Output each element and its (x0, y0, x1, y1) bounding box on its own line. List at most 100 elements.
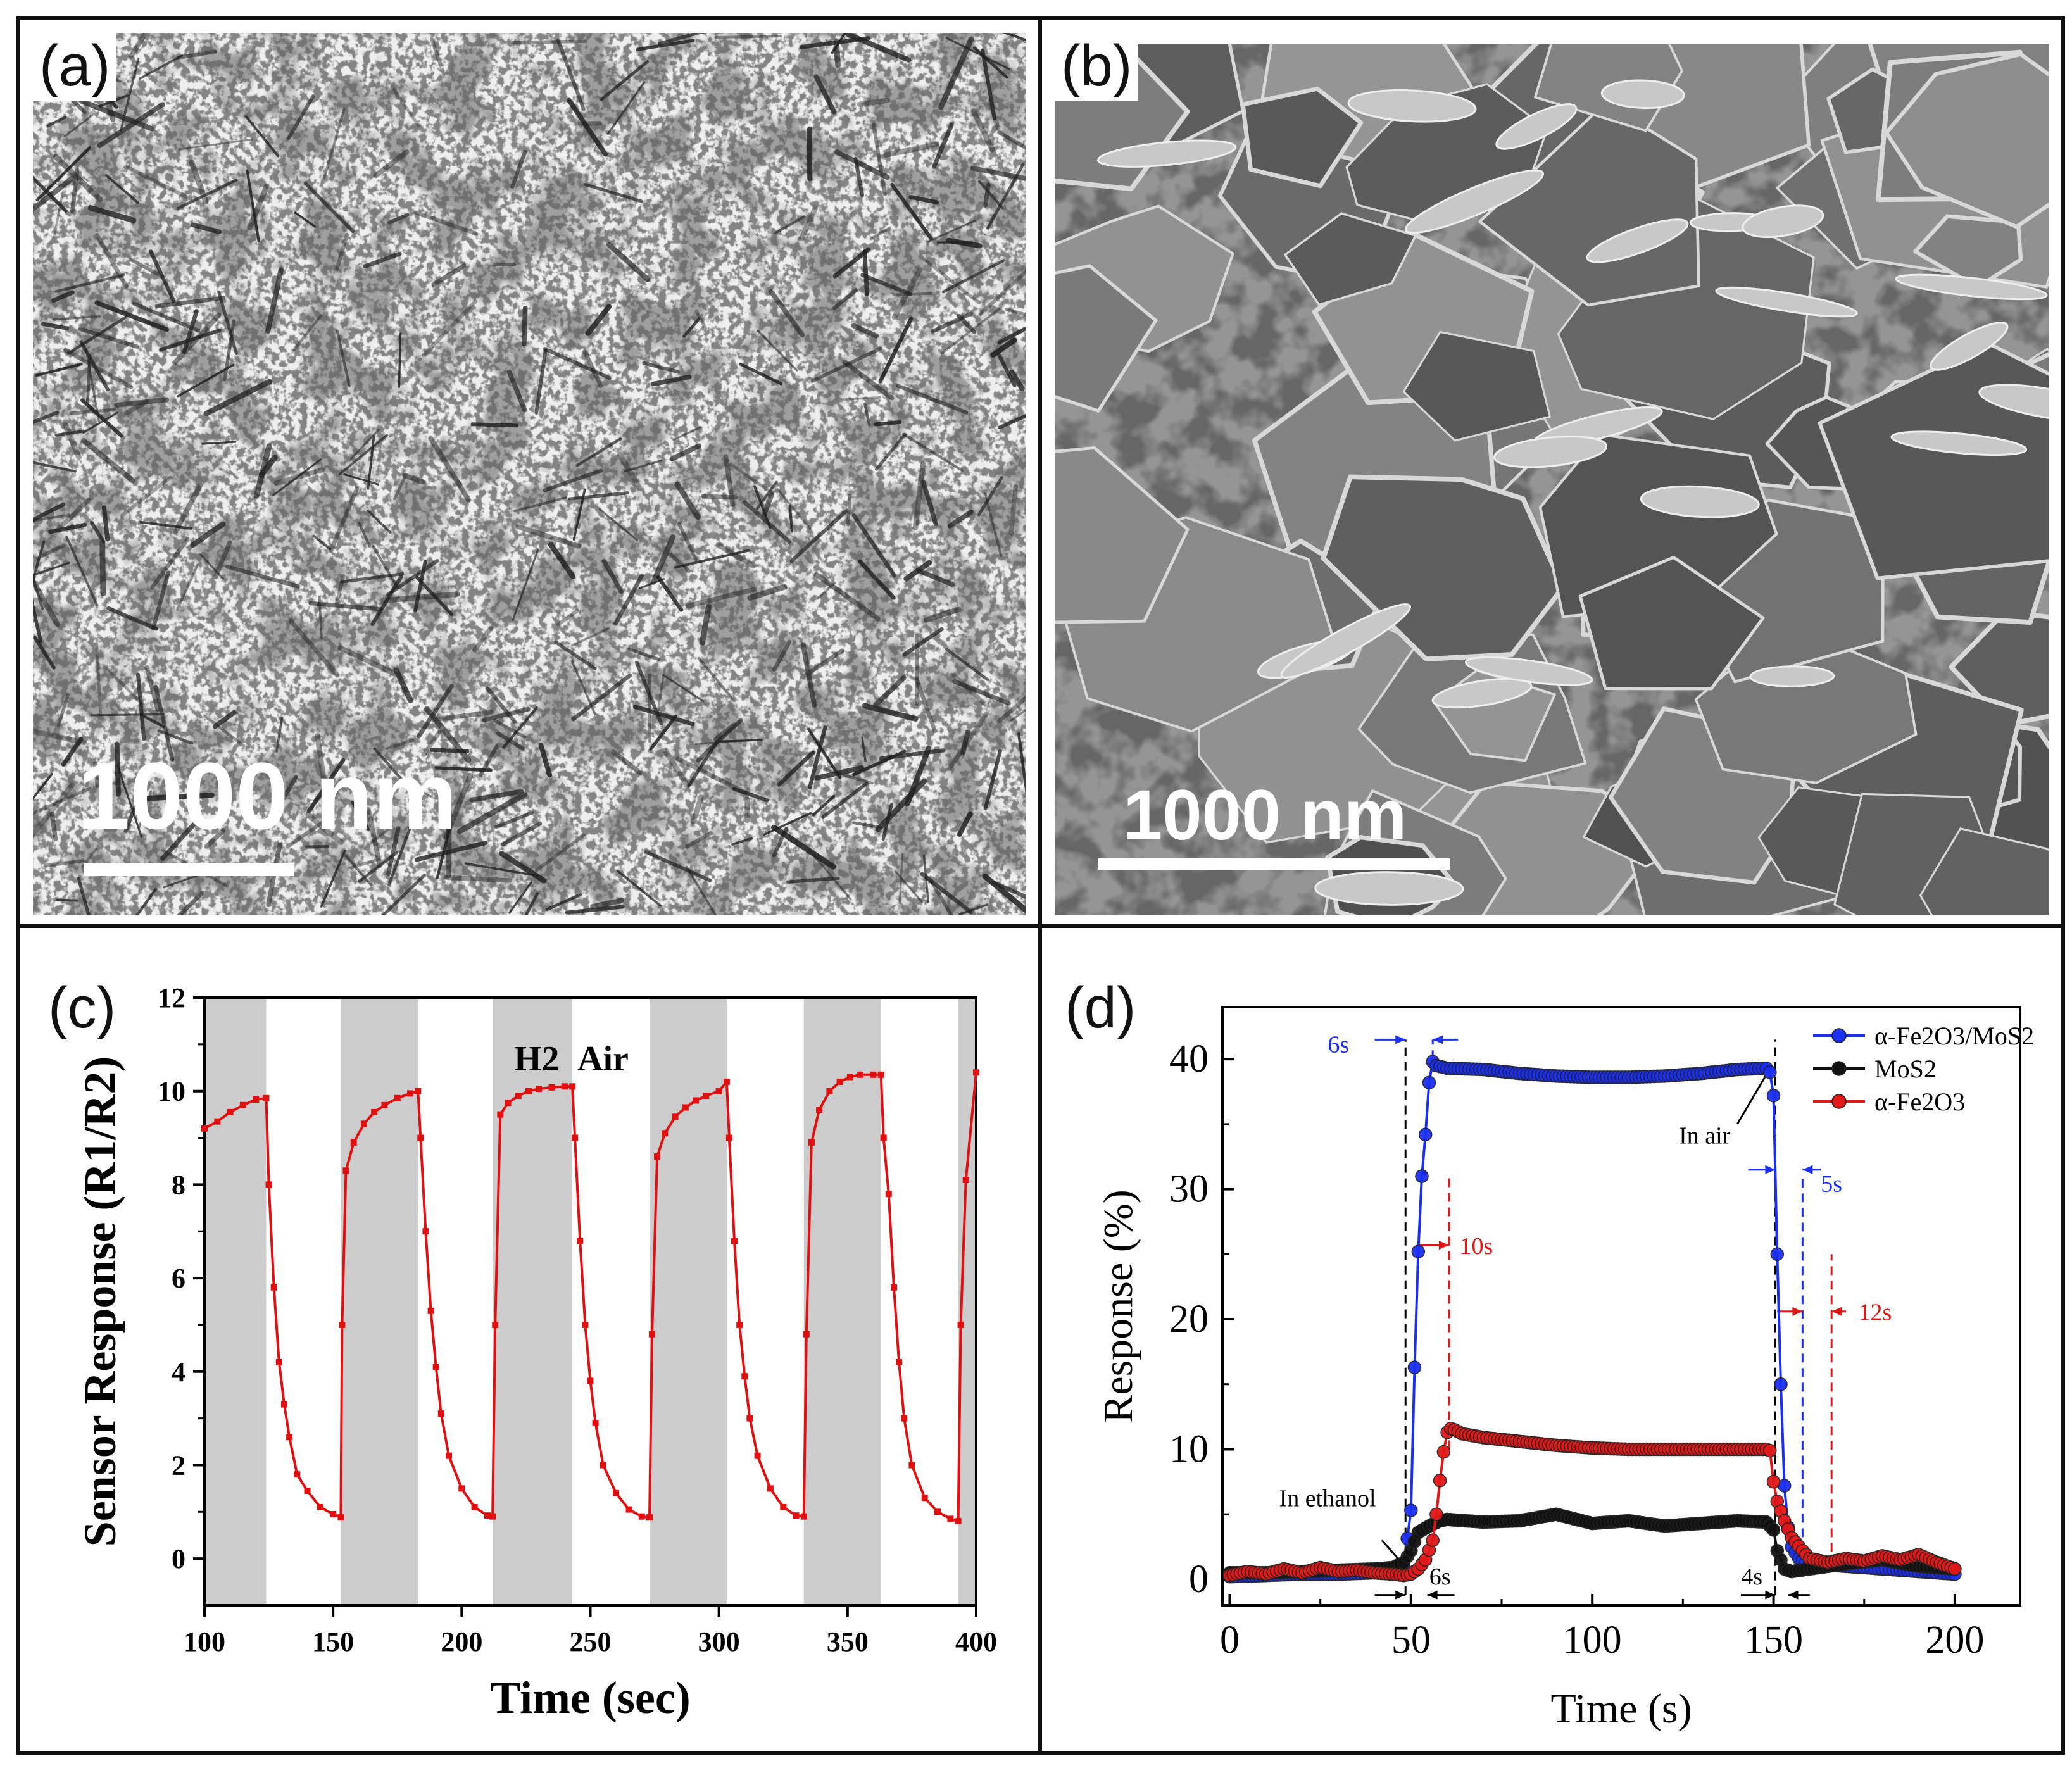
x-tick-label: 50 (1391, 1619, 1431, 1662)
nanoneedle (265, 267, 284, 334)
data-point (330, 1511, 337, 1517)
nanoneedle (508, 881, 532, 914)
data-point (672, 1113, 679, 1120)
nanoneedle (863, 402, 871, 427)
data-point (446, 1452, 452, 1459)
data-point (492, 1321, 499, 1328)
nanoneedle (63, 114, 94, 137)
nanoneedle (568, 491, 629, 501)
nanoneedle (78, 327, 139, 349)
nanoneedle (696, 718, 743, 763)
nanoneedle (91, 713, 165, 717)
nanoneedle (876, 778, 927, 832)
data-point (973, 1069, 979, 1076)
nanoneedle (510, 149, 527, 189)
nanoneedle (337, 644, 406, 680)
nanoneedle (774, 215, 806, 234)
data-point (1429, 1507, 1443, 1521)
nanoneedle (997, 353, 1017, 387)
nanoneedle (917, 568, 955, 587)
nanoneedle (571, 627, 610, 647)
nanoneedle (335, 232, 349, 271)
data-point (725, 1134, 732, 1141)
annotation-6s-black: 6s (1429, 1564, 1451, 1590)
nanoneedle (895, 870, 923, 903)
nanoneedle (872, 122, 887, 196)
nanoneedle (862, 249, 869, 296)
nanoneedle (669, 443, 702, 461)
data-point (780, 1503, 787, 1510)
edge-on-flake (1715, 286, 1858, 318)
nanoneedle (650, 374, 692, 387)
nanoneedle (501, 821, 543, 846)
edge-on-flake (1493, 436, 1608, 468)
data-point (572, 1134, 579, 1141)
nanoneedle (413, 559, 427, 613)
nanoneedle (624, 460, 663, 473)
nanoneedle (543, 347, 612, 380)
data-point (891, 1284, 897, 1291)
nanoneedle (715, 542, 756, 568)
data-point (649, 1331, 655, 1338)
nanoneedle (878, 317, 914, 384)
nanoflake (1578, 556, 1765, 691)
nanoneedle (70, 408, 116, 415)
nanoneedle (585, 304, 612, 336)
data-point (1774, 1377, 1788, 1391)
x-tick-label: 0 (1220, 1619, 1240, 1662)
data-point (592, 1420, 599, 1426)
nanoneedle (874, 432, 907, 471)
nanoneedle (674, 549, 750, 569)
nanoneedle (685, 587, 757, 608)
nanoneedle (398, 332, 402, 388)
nanoneedle (417, 684, 454, 739)
nanoflake (1884, 52, 2049, 229)
data-point (548, 1084, 555, 1091)
scale-bar (1098, 858, 1450, 870)
edge-on-flake (1404, 169, 1545, 234)
data-point (407, 1090, 414, 1097)
scale-bar-label: 1000 nm (77, 743, 458, 849)
nanoneedle (190, 521, 226, 548)
nanoneedle (857, 97, 890, 107)
nanoneedle (428, 436, 471, 503)
data-point (281, 1401, 287, 1408)
nanoneedle (33, 636, 56, 670)
nanoneedle (182, 309, 199, 354)
data-point (1404, 1503, 1418, 1517)
edge-on-flake (1347, 89, 1477, 123)
data-point (1426, 1533, 1440, 1548)
nanoneedle (813, 572, 881, 622)
nanoneedle (1017, 732, 1026, 795)
data-point (962, 1177, 969, 1183)
nanoneedle (385, 738, 415, 751)
nanoneedle (35, 146, 92, 202)
air-annotation: Air (577, 1039, 629, 1079)
nanoneedle (114, 397, 170, 408)
nanoneedle (675, 756, 748, 795)
nanoneedle (786, 876, 840, 884)
nanoneedle (997, 327, 1026, 345)
data-point (339, 1321, 346, 1328)
h2-exposure-band (493, 998, 573, 1605)
in-air-annotation: In air (1679, 1122, 1731, 1149)
nanoneedle (367, 436, 375, 490)
y-tick-label: 0 (1189, 1558, 1209, 1601)
nanoneedle (135, 672, 146, 741)
y-axis-label: Response (%) (1095, 1189, 1141, 1422)
data-point (957, 1321, 964, 1328)
nanoneedle (636, 39, 695, 51)
data-point (846, 1074, 853, 1081)
nanoneedle (33, 772, 53, 801)
nanoneedle (947, 510, 974, 529)
nanoneedle (80, 437, 135, 484)
nanoneedle (77, 876, 91, 915)
data-point (908, 1462, 915, 1469)
data-point (536, 1086, 543, 1092)
nanoneedle (456, 792, 527, 834)
nanoneedle (246, 169, 260, 243)
sem-micrograph: 1000 nm (1055, 44, 2049, 915)
nanoneedle (33, 175, 68, 213)
data-point (646, 1514, 653, 1521)
nanoneedle (932, 122, 954, 169)
